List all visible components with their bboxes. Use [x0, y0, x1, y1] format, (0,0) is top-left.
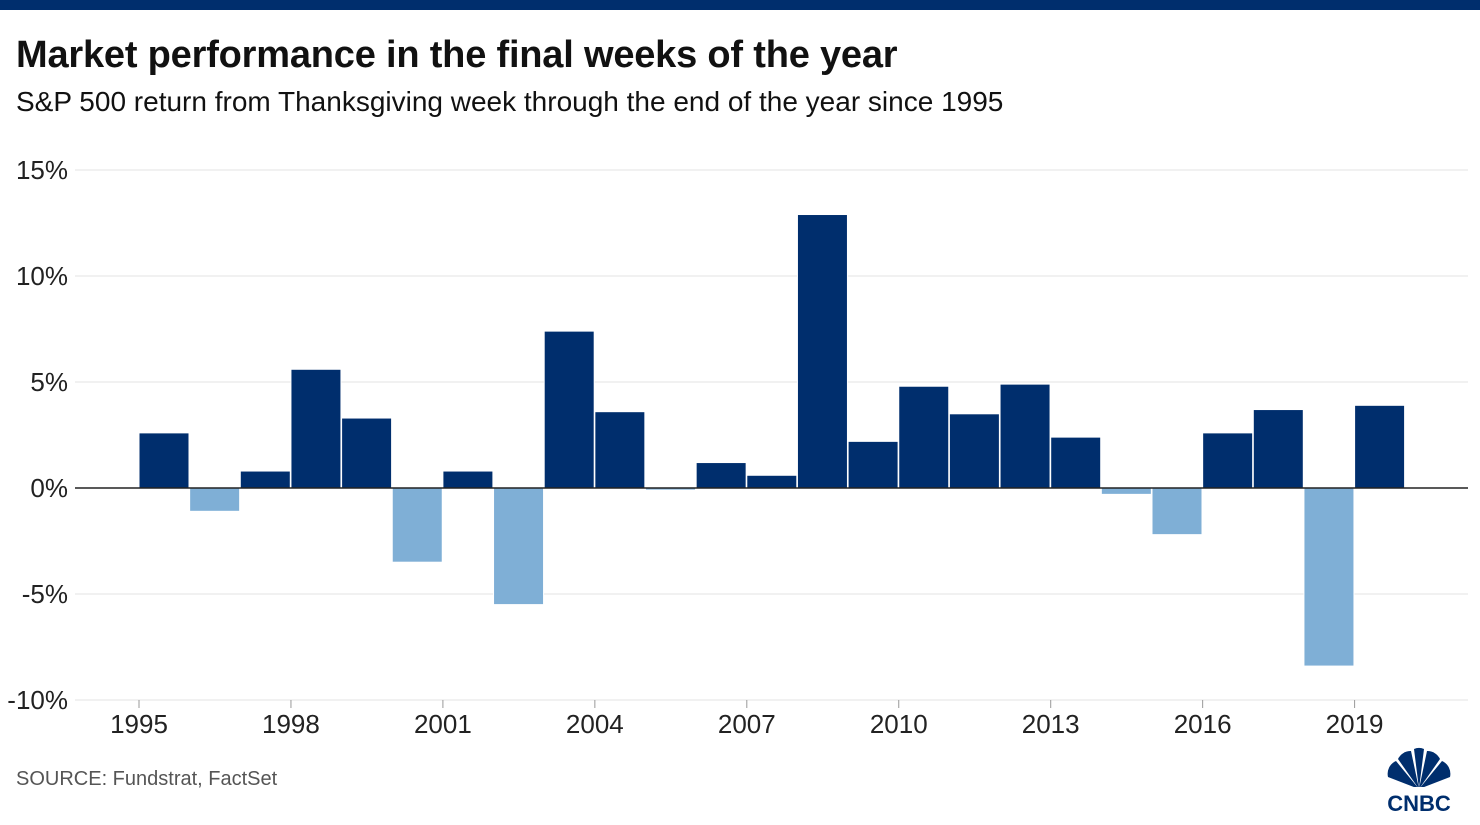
- bar-2001: [442, 470, 494, 489]
- x-tick-label: 2004: [566, 709, 624, 739]
- x-tick-label: 2013: [1022, 709, 1080, 739]
- bar-2004: [594, 411, 646, 489]
- x-tick-label: 2007: [718, 709, 776, 739]
- x-tick-label: 1998: [262, 709, 320, 739]
- x-axis-tick-labels: 1995 1998 2001 2004 2007 2010 2013 2016 2019: [110, 700, 1384, 739]
- bar-2007: [746, 474, 798, 489]
- x-tick-label: 2010: [870, 709, 928, 739]
- bar-2000: [391, 487, 443, 563]
- y-tick-label: 10%: [16, 261, 68, 291]
- bar-2013: [1050, 436, 1102, 489]
- cnbc-logo-text: CNBC: [1387, 791, 1451, 815]
- bar-1997: [239, 470, 291, 489]
- bar-2002: [493, 487, 545, 606]
- bar-2003: [543, 330, 595, 489]
- bar-2014: [1100, 487, 1152, 495]
- bar-2012: [999, 383, 1051, 489]
- bar-1996: [189, 487, 241, 512]
- x-tick-label: 2001: [414, 709, 472, 739]
- x-tick-label: 1995: [110, 709, 168, 739]
- bar-1995: [138, 432, 190, 489]
- bar-2011: [948, 413, 1000, 489]
- y-tick-label: 0%: [30, 473, 68, 503]
- x-tick-label: 2019: [1326, 709, 1384, 739]
- cnbc-peacock-logo-icon: CNBC: [1386, 747, 1452, 815]
- top-accent-bar: [0, 0, 1480, 10]
- y-tick-label: 5%: [30, 367, 68, 397]
- y-axis-tick-labels: 15% 10% 5% 0% -5% -10%: [7, 155, 68, 715]
- bar-2016: [1202, 432, 1254, 489]
- bar-2008: [796, 214, 848, 489]
- bar-2018: [1303, 487, 1355, 667]
- bar-chart: 15% 10% 5% 0% -5% -10% 1995 1998 2001 2004 2007 20…: [7, 155, 1468, 739]
- chart-subtitle: S&P 500 return from Thanksgiving week th…: [16, 86, 1004, 117]
- bar-1998: [290, 368, 342, 489]
- bars: [138, 214, 1406, 667]
- bar-2015: [1151, 487, 1203, 536]
- chart-title: Market performance in the final weeks of…: [16, 34, 898, 76]
- y-tick-label: 15%: [16, 155, 68, 185]
- y-tick-label: -5%: [22, 579, 68, 609]
- bar-2017: [1252, 409, 1304, 489]
- bar-2010: [898, 385, 950, 489]
- bar-1999: [341, 417, 393, 489]
- source-note: SOURCE: Fundstrat, FactSet: [16, 768, 278, 790]
- bar-2019: [1354, 404, 1406, 489]
- bar-2009: [847, 440, 899, 489]
- y-tick-label: -10%: [7, 685, 68, 715]
- x-tick-label: 2016: [1174, 709, 1232, 739]
- bar-2006: [695, 462, 747, 489]
